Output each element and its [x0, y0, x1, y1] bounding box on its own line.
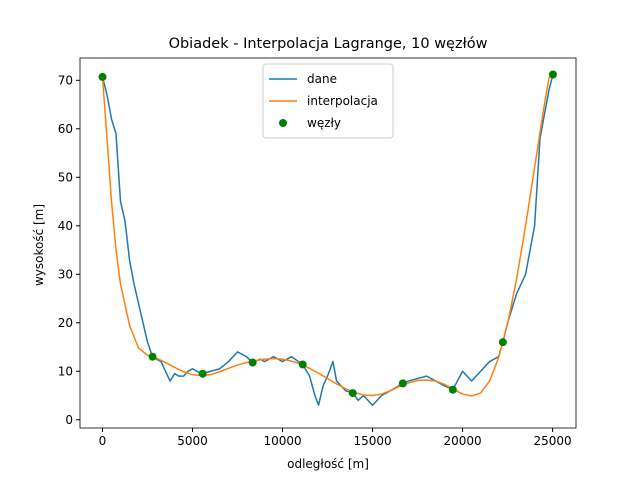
legend-box [262, 63, 394, 139]
data-point [398, 379, 407, 388]
data-point [348, 389, 357, 398]
data-point [198, 369, 207, 378]
y-tick-label: 50 [58, 170, 73, 184]
plot-frame [79, 57, 577, 429]
data-point [148, 352, 157, 361]
x-tick-label: 10000 [263, 434, 301, 448]
y-tick-label: 0 [65, 413, 73, 427]
y-axis-label: wysokość [m] [32, 204, 46, 286]
x-axis-label: odległość [m] [287, 457, 369, 471]
data-point [498, 338, 507, 347]
legend-label: interpolacja [307, 94, 378, 108]
x-tick-label: 20000 [443, 434, 481, 448]
data-point [298, 360, 307, 369]
data-point [448, 385, 457, 394]
y-tick-label: 20 [58, 316, 73, 330]
legend-label: węzły [307, 116, 341, 130]
data-point [548, 70, 557, 79]
y-tick-label: 40 [58, 219, 73, 233]
y-tick-label: 70 [58, 73, 73, 87]
x-tick-label: 0 [99, 434, 107, 448]
legend-marker [279, 119, 287, 127]
x-tick-label: 15000 [353, 434, 391, 448]
y-tick-label: 60 [58, 122, 73, 136]
legend-label: dane [307, 72, 337, 86]
data-point [98, 72, 107, 81]
data-line [101, 73, 554, 397]
chart-title: Obiadek - Interpolacja Lagrange, 10 węzł… [169, 36, 488, 52]
x-tick-label: 5000 [177, 434, 208, 448]
data-point [248, 358, 257, 367]
x-tick-label: 25000 [534, 434, 572, 448]
y-tick-label: 30 [58, 267, 73, 281]
y-tick-label: 10 [58, 364, 73, 378]
